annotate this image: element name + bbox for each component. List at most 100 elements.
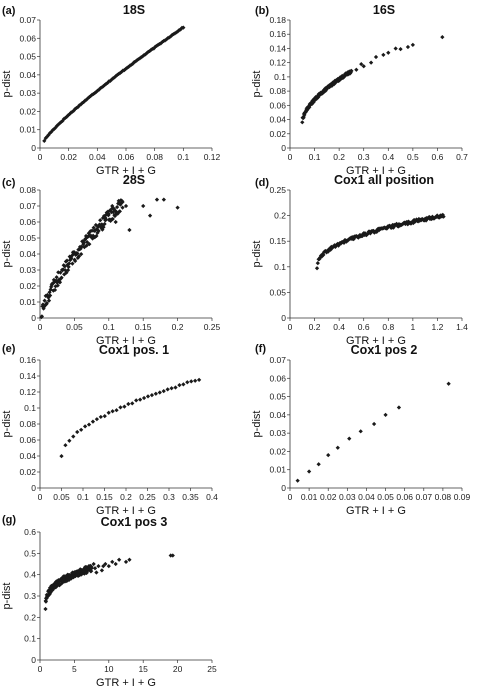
y-tick-label: 0.03 <box>19 88 36 98</box>
y-axis-label: p-dist <box>1 71 13 98</box>
data-point <box>106 211 111 217</box>
data-point <box>82 424 88 429</box>
x-tick-label: 0.06 <box>396 492 413 502</box>
y-tick-label: 0.18 <box>269 15 286 25</box>
y-tick-label: 0.06 <box>19 33 36 43</box>
data-point <box>130 401 135 406</box>
data-point <box>393 46 398 51</box>
y-tick-label: 0.06 <box>19 217 36 227</box>
y-tick-label: 0.04 <box>269 115 286 125</box>
x-tick-label: 0.2 <box>120 492 132 502</box>
data-point <box>373 54 379 60</box>
data-point <box>123 559 129 564</box>
x-tick-label: 0 <box>288 322 293 332</box>
data-point <box>102 413 107 419</box>
data-point <box>193 378 198 383</box>
data-point <box>92 566 98 571</box>
y-tick-label: 0.02 <box>19 106 36 116</box>
data-point <box>96 564 101 569</box>
x-axis-label: GTR + I + G <box>96 335 156 347</box>
x-tick-label: 20 <box>173 664 183 674</box>
data-point <box>300 120 305 125</box>
x-tick-label: 1.2 <box>432 322 444 332</box>
data-point <box>383 412 388 417</box>
data-point <box>145 394 151 399</box>
panel-label: (f) <box>255 343 266 355</box>
data-point <box>371 421 377 427</box>
data-point <box>99 223 105 228</box>
data-point <box>157 390 162 395</box>
data-point <box>326 452 331 458</box>
data-point <box>153 391 158 396</box>
x-tick-label: 0.02 <box>60 152 77 162</box>
chart-panel-5: 0 0.05 0.1 0.15 0.2 0.25 0.3 0.35 0.4 0 0.02 0.04 0.… <box>1 343 218 517</box>
y-tick-label: 0.15 <box>269 236 286 246</box>
x-axis-label: GTR + I + G <box>96 505 156 517</box>
data-point <box>127 557 132 562</box>
data-point <box>440 34 445 40</box>
data-point <box>161 388 166 394</box>
x-tick-label: 0.4 <box>206 492 218 502</box>
panel-label: (e) <box>2 343 16 355</box>
x-tick-label: 0.02 <box>320 492 337 502</box>
data-point <box>71 434 76 439</box>
data-point <box>154 197 160 202</box>
y-axis-label: p-dist <box>1 583 13 610</box>
x-tick-label: 0.12 <box>204 152 221 162</box>
y-tick-label: 0.02 <box>19 467 36 477</box>
y-tick-label: 0 <box>31 313 36 323</box>
y-tick-label: 0.05 <box>269 392 286 402</box>
data-point <box>306 469 312 474</box>
data-point <box>196 377 202 382</box>
y-tick-label: 0.02 <box>269 129 286 139</box>
data-point <box>120 205 125 210</box>
chart-panel-2: 0 0.1 0.2 0.3 0.4 0.5 0.6 0.7 0 0.02 0.04 0.06 0.08 0… <box>251 3 468 177</box>
x-axis-label: GTR + I + G <box>96 677 156 688</box>
x-tick-label: 0.03 <box>339 492 356 502</box>
panel-label: (b) <box>255 5 269 17</box>
panel-label: (a) <box>2 5 16 17</box>
data-point <box>117 209 122 214</box>
data-point <box>110 203 115 209</box>
panel-label: (g) <box>2 514 16 526</box>
chart-panel-4: 0 0.2 0.4 0.6 0.8 1 1.2 1.4 0 0.05 0.1 0.15 0.2 0.25(… <box>251 173 468 347</box>
x-tick-label: 0 <box>38 664 43 674</box>
x-tick-label: 0.05 <box>377 492 394 502</box>
y-tick-label: 0.07 <box>269 355 286 365</box>
y-tick-label: 0.1 <box>24 403 36 413</box>
chart-panel-1: 0 0.02 0.04 0.06 0.08 0.1 0.12 0 0.01 0.02 0.03 0.0… <box>1 3 221 177</box>
data-point <box>141 395 147 401</box>
x-tick-label: 0.15 <box>96 492 113 502</box>
y-tick-label: 0.02 <box>19 281 36 291</box>
y-axis-label: p-dist <box>251 411 263 438</box>
data-point <box>134 398 139 403</box>
x-tick-label: 0.05 <box>53 492 70 502</box>
y-tick-label: 0.06 <box>269 373 286 383</box>
chart-title: 28S <box>123 173 145 187</box>
x-tick-label: 15 <box>138 664 148 674</box>
y-tick-label: 0 <box>31 483 36 493</box>
data-point <box>114 408 119 413</box>
x-tick-label: 0.07 <box>416 492 433 502</box>
y-tick-label: 0.2 <box>24 612 36 622</box>
y-tick-label: 0.01 <box>269 465 286 475</box>
y-tick-label: 0.04 <box>269 410 286 420</box>
y-tick-label: 0.14 <box>19 371 36 381</box>
y-axis-label: p-dist <box>1 411 13 438</box>
data-point <box>141 203 146 209</box>
data-point <box>98 218 103 223</box>
x-tick-label: 25 <box>207 664 217 674</box>
data-point <box>354 67 359 72</box>
y-tick-label: 0.12 <box>19 387 36 397</box>
y-tick-label: 0 <box>281 143 286 153</box>
data-point <box>177 382 182 388</box>
x-tick-label: 0.5 <box>407 152 419 162</box>
y-tick-label: 0.05 <box>19 52 36 62</box>
y-tick-label: 0.04 <box>19 70 36 80</box>
x-tick-label: 0.04 <box>358 492 375 502</box>
x-axis-label: GTR + I + G <box>96 165 156 177</box>
x-tick-label: 0.4 <box>382 152 394 162</box>
y-axis-label: p-dist <box>1 241 13 268</box>
x-tick-label: 0.01 <box>301 492 318 502</box>
